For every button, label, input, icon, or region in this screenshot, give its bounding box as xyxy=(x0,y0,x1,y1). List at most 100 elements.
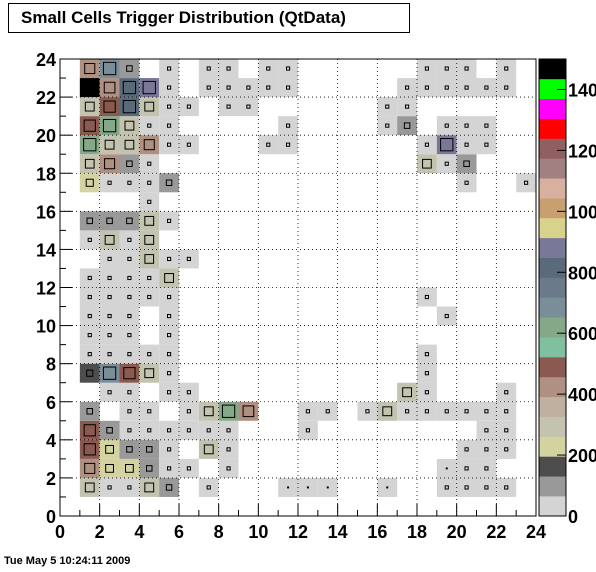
y-tick-label: 4 xyxy=(46,431,56,451)
heatmap-cell xyxy=(456,401,477,421)
heatmap-cell xyxy=(179,135,199,155)
heatmap-cell xyxy=(198,420,219,440)
cell-marker xyxy=(246,85,251,90)
cell-marker xyxy=(404,85,410,90)
cell-marker xyxy=(83,119,96,132)
heatmap-cell xyxy=(119,287,140,307)
cell-marker xyxy=(86,408,93,415)
cell-marker xyxy=(186,142,192,147)
heatmap-cell xyxy=(218,97,239,117)
heatmap-cell xyxy=(377,401,398,421)
cell-marker xyxy=(246,104,251,109)
heatmap-cell xyxy=(79,363,100,383)
cell-marker xyxy=(285,66,291,71)
cell-marker xyxy=(166,333,172,338)
x-tick-label: 20 xyxy=(447,522,467,542)
heatmap-cell xyxy=(119,59,140,79)
footer-timestamp: Tue May 5 10:24:11 2009 xyxy=(4,555,131,567)
cell-marker xyxy=(87,294,92,300)
cell-marker xyxy=(124,120,135,131)
heatmap-cell xyxy=(139,401,160,421)
cell-marker xyxy=(226,447,231,452)
heatmap-cell xyxy=(119,363,140,383)
heatmap-cell xyxy=(476,420,497,440)
heatmap-cell xyxy=(238,78,259,98)
heatmap-cell xyxy=(436,116,457,136)
cell-marker xyxy=(87,275,92,281)
cell-marker xyxy=(445,467,448,470)
cell-marker xyxy=(107,294,112,300)
heatmap-cell xyxy=(436,78,457,98)
heatmap-cell xyxy=(119,268,140,288)
heatmap-cell xyxy=(317,401,338,421)
cell-marker xyxy=(102,366,117,380)
heatmap-cell xyxy=(198,401,219,421)
cell-marker xyxy=(440,138,454,152)
cell-marker xyxy=(147,409,152,414)
cell-marker xyxy=(144,368,155,379)
heatmap-cell xyxy=(238,401,259,421)
cell-marker xyxy=(104,139,115,150)
cell-marker xyxy=(166,123,172,128)
cell-marker xyxy=(144,254,155,264)
cell-marker xyxy=(166,256,172,262)
cell-marker xyxy=(464,485,469,490)
heatmap-cell xyxy=(496,420,517,440)
cell-marker xyxy=(385,104,390,109)
heatmap-cell xyxy=(119,211,140,231)
cell-marker xyxy=(165,484,173,491)
heatmap-cell xyxy=(79,344,100,364)
cell-marker xyxy=(147,275,152,281)
heatmap-cell xyxy=(417,344,437,364)
heatmap-cell xyxy=(496,59,517,79)
cell-marker xyxy=(127,294,132,300)
cell-marker xyxy=(164,273,175,283)
cell-marker xyxy=(444,313,449,319)
heatmap-cell xyxy=(99,325,120,345)
heatmap-cell xyxy=(238,97,259,117)
cell-marker xyxy=(424,409,430,414)
grid-lines xyxy=(60,59,536,516)
cell-marker xyxy=(166,428,172,433)
heatmap-cell xyxy=(258,59,279,79)
x-tick-label: 10 xyxy=(248,522,268,542)
heatmap-cell xyxy=(79,458,100,478)
heatmap-cell xyxy=(79,173,100,193)
heatmap-cell xyxy=(397,401,417,421)
heatmap-cell xyxy=(436,306,457,326)
cell-marker xyxy=(484,142,489,147)
heatmap-cell xyxy=(159,211,179,231)
heatmap-cell xyxy=(278,59,298,79)
heatmap-cell xyxy=(119,325,140,345)
palette-swatch xyxy=(539,396,566,417)
cell-marker xyxy=(464,142,469,147)
cell-marker xyxy=(166,66,172,71)
heatmap-cell xyxy=(139,268,160,288)
cell-marker xyxy=(203,444,214,455)
cell-marker xyxy=(226,428,231,433)
cell-marker xyxy=(325,409,330,414)
cell-marker xyxy=(484,485,489,490)
heatmap-cell xyxy=(496,401,517,421)
heatmap-cell xyxy=(119,420,140,440)
heatmap-cell xyxy=(99,230,120,250)
heatmap-cell xyxy=(218,458,239,478)
y-tick-label: 18 xyxy=(36,164,56,184)
heatmap-cell xyxy=(139,135,160,155)
cell-marker xyxy=(107,352,112,357)
cell-marker xyxy=(287,486,290,489)
cell-marker xyxy=(127,390,132,395)
heatmap-cell xyxy=(397,116,417,136)
heatmap-cell xyxy=(417,135,437,155)
heatmap-cell xyxy=(99,211,120,231)
cell-marker xyxy=(305,409,311,414)
heatmap-cell xyxy=(278,116,298,136)
cell-marker xyxy=(144,101,155,112)
cell-marker xyxy=(147,428,152,433)
cell-marker xyxy=(85,178,94,187)
heatmap-cell xyxy=(79,439,100,459)
heatmap-cell xyxy=(198,439,219,459)
cell-marker xyxy=(84,63,96,75)
heatmap-cell xyxy=(159,287,179,307)
